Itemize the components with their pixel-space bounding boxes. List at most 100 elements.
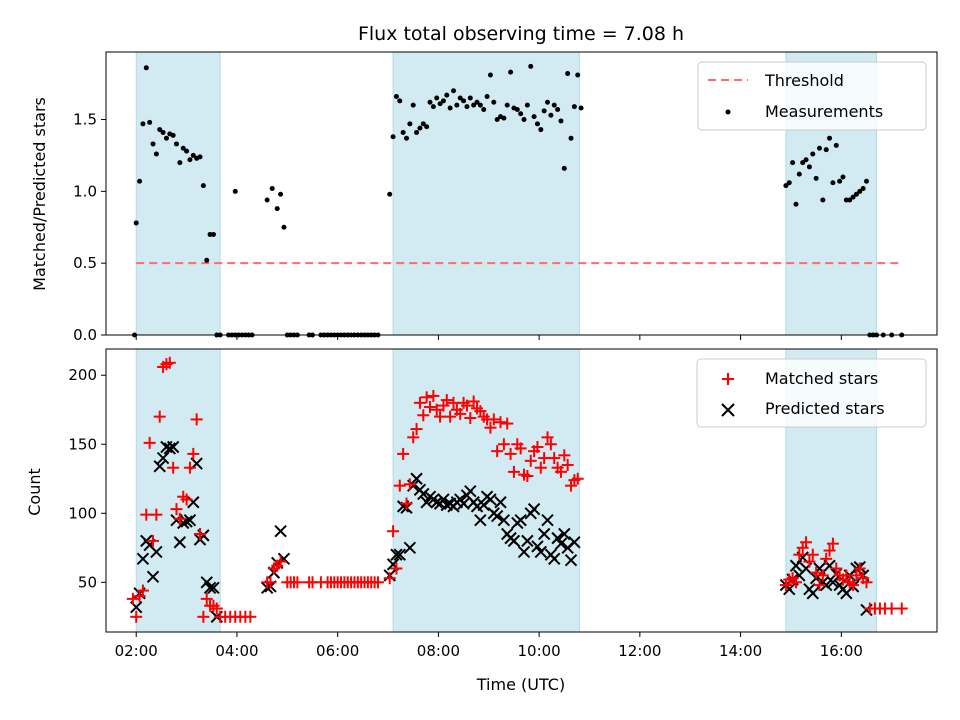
measurement-point [545, 99, 551, 105]
matched-star-point [558, 449, 571, 462]
predicted-star-point [156, 451, 170, 465]
predicted-star-point [558, 527, 571, 541]
predicted-star-point [537, 527, 551, 541]
predicted-star-point [806, 587, 819, 600]
matched-star-point [413, 396, 426, 409]
matched-star-point [197, 610, 210, 623]
matched-star-point [407, 431, 420, 444]
bottom-y-axis-label: Count [25, 468, 44, 516]
measurement-point [847, 197, 853, 203]
measurement-point [548, 112, 554, 118]
measurement-point [163, 135, 169, 141]
x-tick-label: 04:00 [215, 642, 258, 660]
matched-star-point [454, 407, 467, 420]
legend-matched-swatch [722, 373, 734, 385]
x-tick-label: 16:00 [820, 642, 863, 660]
measurement-point [531, 114, 537, 120]
predicted-star-point [551, 531, 564, 545]
predicted-star-point [497, 513, 511, 527]
matched-star-point [397, 447, 410, 460]
measurement-point [200, 183, 206, 189]
bottom-plot-frame [105, 348, 938, 633]
y-tick-label: 200 [68, 366, 97, 384]
measurement-point [827, 135, 833, 141]
matched-star-point [150, 508, 163, 521]
measurement-point [427, 99, 433, 105]
matched-star-point [464, 412, 477, 425]
measurement-point [457, 95, 463, 101]
measurement-point [420, 121, 426, 127]
matched-star-point [571, 472, 584, 485]
predicted-star-point [554, 537, 568, 550]
matched-star-point [447, 396, 460, 409]
measurement-point [404, 135, 410, 141]
matched-star-point [561, 458, 574, 471]
matched-star-point [491, 445, 504, 458]
matched-star-point [434, 410, 447, 423]
measurement-point [464, 104, 470, 110]
measurement-point [561, 165, 567, 171]
x-tick-label: 12:00 [618, 642, 661, 660]
measurement-point [150, 141, 156, 147]
measurement-point [451, 88, 457, 94]
measurement-point [575, 72, 581, 78]
matched-star-point [440, 394, 453, 407]
matched-star-point [810, 566, 823, 579]
shaded-interval-1 [392, 348, 580, 633]
matched-star-point [383, 572, 396, 585]
matched-star-point [210, 602, 223, 615]
measurement-point [551, 102, 557, 108]
measurement-point [147, 119, 153, 125]
measurement-point [806, 164, 812, 170]
measurement-point [850, 194, 856, 200]
y-tick-label: 0.0 [73, 326, 97, 344]
matched-star-point [789, 576, 802, 589]
bottom-x-ticks: 02:00 04:00 06:00 08:00 10:00 12:00 14:00 16:00 [115, 632, 863, 660]
measurement-point [274, 206, 280, 212]
bottom-legend: Matched stars Predicted stars [696, 358, 927, 428]
predicted-star-point [146, 570, 160, 583]
predicted-star-point [568, 536, 581, 549]
predicted-star-point [136, 552, 150, 566]
predicted-star-point [393, 548, 406, 561]
predicted-star-point [789, 559, 803, 572]
x-tick-label: 02:00 [115, 642, 158, 660]
measurement-point [467, 95, 473, 101]
predicted-star-point [207, 581, 220, 595]
matched-star-point [173, 512, 186, 525]
measurement-point [568, 135, 574, 141]
matched-star-point [180, 493, 193, 506]
matched-star-point [497, 438, 510, 451]
matched-star-point [126, 592, 139, 605]
predicted-star-point [826, 576, 840, 589]
measurement-point [521, 117, 527, 123]
predicted-star-point [474, 513, 487, 527]
legend-matched-label: Matched stars [765, 369, 878, 388]
measurement-point [232, 188, 238, 194]
top-y-axis-label: Matched/Predicted stars [30, 97, 49, 291]
measurement-point [143, 65, 149, 71]
measurement-point [177, 160, 183, 166]
measurement-point [444, 92, 450, 98]
y-tick-label: 1.0 [73, 182, 97, 200]
measurement-point [410, 102, 416, 108]
matched-star-point [427, 389, 440, 402]
measurement-point [407, 121, 413, 127]
matched-star-point [403, 478, 416, 491]
measurement-point [484, 94, 490, 100]
measurement-point [137, 178, 143, 184]
measurement-point [578, 105, 584, 111]
matched-star-point [793, 548, 806, 561]
matched-star-point [521, 470, 534, 483]
measurement-point [504, 102, 510, 108]
matched-star-point [400, 497, 413, 510]
measurement-point [393, 94, 399, 100]
measurement-point [514, 106, 520, 112]
matched-star-point [534, 461, 547, 474]
matched-star-point [860, 576, 873, 589]
legend-measurements-swatch [725, 109, 731, 115]
predicted-star-point [150, 545, 163, 559]
measurement-point [187, 157, 193, 163]
predicted-star-point [517, 545, 531, 559]
